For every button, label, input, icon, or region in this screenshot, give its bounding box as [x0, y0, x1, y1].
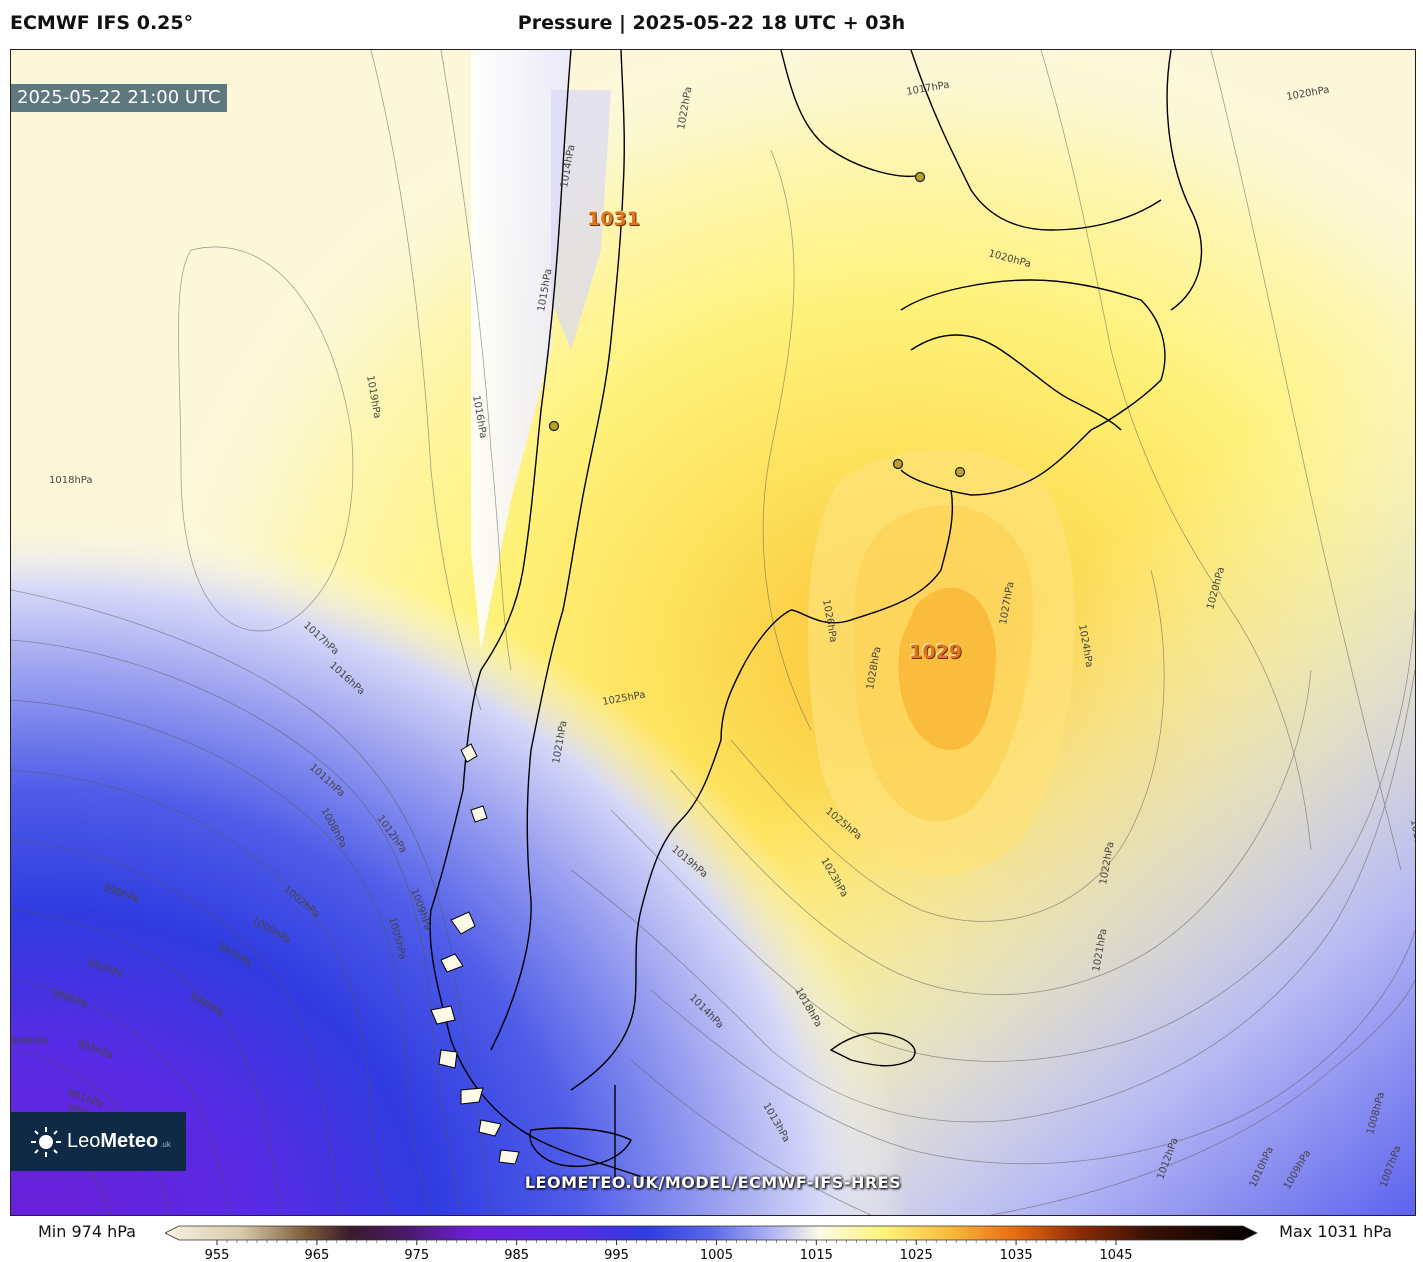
colorbar-tick-label: 995 — [604, 1248, 629, 1262]
pressure-map[interactable]: 1018hPa 1019hPa 1016hPa 1017hPa 1016hPa 1015h… — [10, 49, 1416, 1216]
colorbar-tick-label: 1005 — [700, 1248, 733, 1262]
colorbar-tick-label: 985 — [504, 1248, 529, 1262]
source-watermark: LEOMETEO.UK/MODEL/ECMWF-IFS-HRES — [524, 1173, 902, 1192]
isobar-label: 984hPa — [11, 1036, 48, 1047]
colorbar-tick-label: 955 — [205, 1248, 230, 1262]
logo-text: LeoMeteo .uk — [67, 1130, 171, 1152]
islands — [430, 743, 520, 1165]
pressure-colorbar: 955 965 975 985 995 1005 1015 1025 1035 1045 — [165, 1225, 1258, 1262]
pressure-maximum-label: 1031 — [587, 208, 640, 230]
colorbar-tick-label: 965 — [304, 1248, 329, 1262]
colorbar-min-label: Min 974 hPa — [38, 1222, 136, 1241]
model-title: ECMWF IFS 0.25° — [10, 12, 194, 34]
isobar-lines — [11, 50, 1415, 1215]
sun-icon — [31, 1126, 61, 1157]
isobar-label: 1018hPa — [49, 475, 93, 486]
valid-time-badge: 2025-05-22 21:00 UTC — [11, 84, 227, 112]
high-pressure-center-label: 1029 — [909, 641, 962, 663]
colorbar-max-label: Max 1031 hPa — [1279, 1222, 1392, 1241]
colorbar-tick-label: 1025 — [900, 1248, 933, 1262]
city-markers — [548, 171, 966, 478]
leometeo-logo[interactable]: LeoMeteo .uk — [11, 1112, 186, 1171]
colorbar-ticks: 955 965 975 985 995 1005 1015 1025 1035 1045 — [205, 1240, 1133, 1262]
chart-title: Pressure | 2025-05-22 18 UTC + 03h — [517, 12, 906, 34]
colorbar-tick-label: 1045 — [1099, 1248, 1132, 1262]
colorbar-tick-label: 1015 — [800, 1248, 833, 1262]
coastlines — [429, 50, 1203, 1181]
colorbar-tick-label: 1035 — [1000, 1248, 1033, 1262]
colorbar-tick-label: 975 — [404, 1248, 429, 1262]
